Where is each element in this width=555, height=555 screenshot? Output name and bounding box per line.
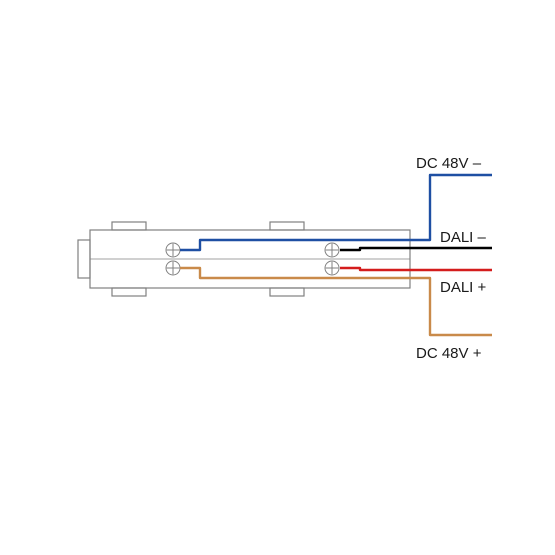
wiring-diagram: DC 48V – DALI – DALI + DC 48V + (0, 0, 555, 555)
terminal-screw-icon (166, 261, 180, 275)
wire-label-dali_plus: DALI + (440, 279, 487, 296)
terminal-screw-icon (166, 243, 180, 257)
wire-label-dc48v_minus: DC 48V – (416, 155, 482, 172)
connector-tab (112, 222, 146, 230)
terminal-screw-icon (325, 243, 339, 257)
wire-dali_minus (340, 248, 492, 250)
terminal-screw-icon (325, 261, 339, 275)
wire-label-dali_minus: DALI – (440, 229, 487, 246)
connector-end-plug (78, 240, 90, 278)
wire-dali_plus (340, 268, 492, 270)
wire-label-dc48v_plus: DC 48V + (416, 345, 482, 362)
connector-tab (270, 222, 304, 230)
connector-tab (270, 288, 304, 296)
connector-tab (112, 288, 146, 296)
